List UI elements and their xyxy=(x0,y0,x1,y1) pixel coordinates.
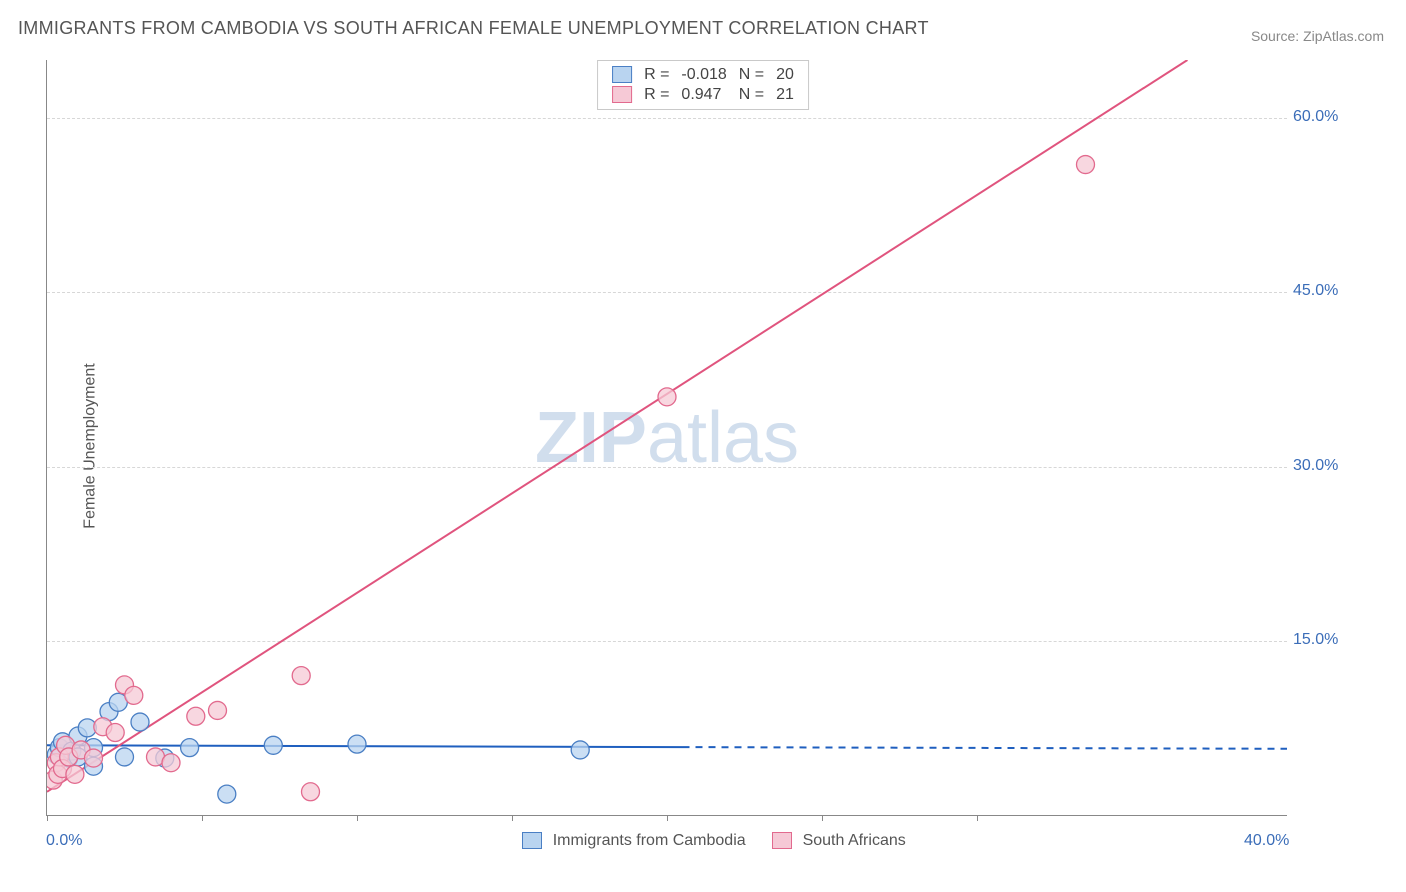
swatch-cambodia-bottom xyxy=(522,832,542,849)
corr-row-cambodia: R = -0.018 N = 20 xyxy=(606,65,800,85)
y-tick-label: 15.0% xyxy=(1293,631,1351,649)
series-label-south-africa: South Africans xyxy=(803,832,906,849)
x-tick-origin: 0.0% xyxy=(46,832,82,850)
x-tick-mark xyxy=(47,815,48,821)
n-value-cambodia: 20 xyxy=(770,65,800,85)
chart-title: IMMIGRANTS FROM CAMBODIA VS SOUTH AFRICA… xyxy=(18,18,929,39)
r-value-cambodia: -0.018 xyxy=(675,65,732,85)
corr-row-south-africa: R = 0.947 N = 21 xyxy=(606,85,800,105)
series-legend: Immigrants from Cambodia South Africans xyxy=(0,832,1406,850)
plot-area: ZIPatlas 15.0%30.0%45.0%60.0% xyxy=(46,60,1287,816)
correlation-table: R = -0.018 N = 20 R = 0.947 N = 21 xyxy=(606,65,800,105)
series-label-cambodia: Immigrants from Cambodia xyxy=(553,832,746,849)
y-tick-label: 45.0% xyxy=(1293,282,1351,300)
swatch-south-africa-bottom xyxy=(772,832,792,849)
x-tick-mark xyxy=(667,815,668,821)
r-value-south-africa: 0.947 xyxy=(675,85,732,105)
source-label: Source: ZipAtlas.com xyxy=(1251,28,1384,44)
chart-root: { "title": "IMMIGRANTS FROM CAMBODIA VS … xyxy=(0,0,1406,892)
x-tick-mark xyxy=(977,815,978,821)
x-tick-mark xyxy=(202,815,203,821)
n-value-south-africa: 21 xyxy=(770,85,800,105)
x-tick-end: 40.0% xyxy=(1244,832,1289,850)
x-tick-mark xyxy=(822,815,823,821)
swatch-south-africa xyxy=(612,86,632,103)
x-tick-mark xyxy=(512,815,513,821)
y-tick-label: 30.0% xyxy=(1293,457,1351,475)
x-tick-mark xyxy=(357,815,358,821)
swatch-cambodia xyxy=(612,66,632,83)
plot-svg xyxy=(47,60,1287,815)
correlation-legend: R = -0.018 N = 20 R = 0.947 N = 21 xyxy=(597,60,809,110)
y-tick-label: 60.0% xyxy=(1293,108,1351,126)
